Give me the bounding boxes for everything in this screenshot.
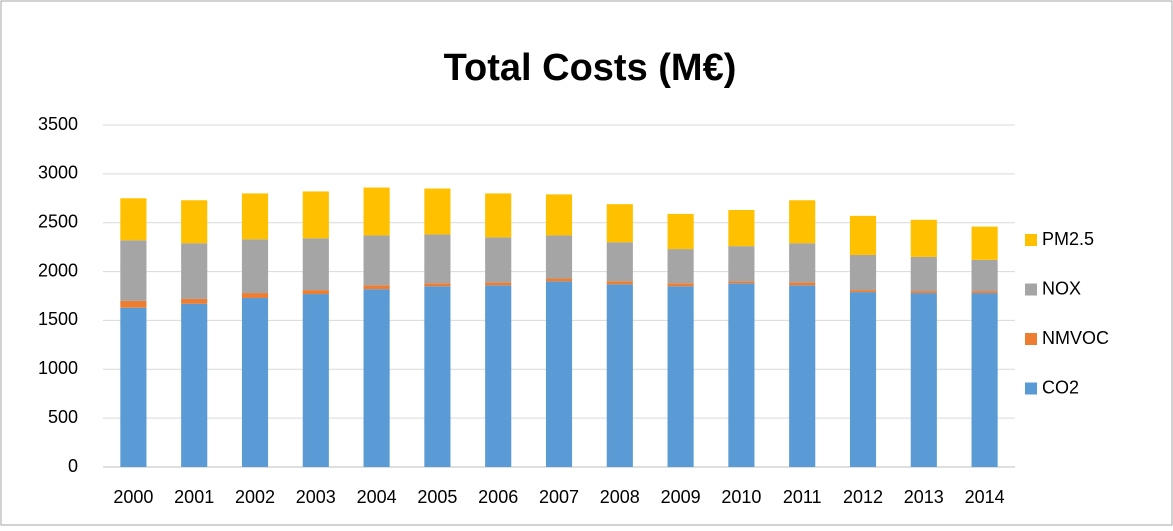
bar-segment — [910, 219, 937, 257]
x-tick-label: 2007 — [539, 487, 579, 507]
bar-segment — [485, 285, 512, 467]
bar-segment — [120, 307, 147, 467]
bar-segment — [485, 237, 512, 283]
y-tick-label: 2000 — [38, 260, 78, 280]
bar-segment — [728, 281, 755, 284]
bar-segment — [363, 187, 390, 236]
bar-segment — [971, 259, 998, 292]
y-tick-label: 3000 — [38, 163, 78, 183]
bar-segment — [789, 243, 816, 283]
y-tick-label: 2500 — [38, 211, 78, 231]
bar-segment — [849, 215, 877, 255]
legend-swatch — [1025, 382, 1037, 395]
bar-segment — [485, 193, 512, 238]
bar-segment — [424, 234, 451, 284]
bar-segment — [849, 290, 877, 293]
bar-segment — [424, 188, 451, 235]
bar-segment — [302, 290, 329, 295]
chart-title: Total Costs (M€) — [444, 47, 737, 89]
x-tick-label: 2010 — [721, 487, 761, 507]
bar-segment — [910, 256, 937, 292]
bar-segment — [849, 292, 877, 467]
bar-segment — [971, 291, 998, 294]
bar-segment — [302, 238, 329, 291]
bar-segment — [120, 198, 147, 241]
y-tick-label: 0 — [68, 456, 78, 476]
x-tick-label: 2013 — [904, 487, 944, 507]
bar-segment — [728, 210, 755, 247]
bar-segment — [120, 240, 147, 301]
bar-segment — [789, 282, 816, 286]
bar-segment — [181, 200, 208, 244]
bar-segment — [667, 286, 694, 467]
bar-segment — [181, 298, 208, 304]
y-tick-label: 1500 — [38, 309, 78, 329]
bar-segment — [363, 285, 390, 290]
bar-segment — [181, 303, 208, 467]
bar-segment — [302, 294, 329, 467]
bar-segment — [545, 194, 573, 236]
y-tick-label: 500 — [48, 407, 78, 427]
bar-segment — [728, 246, 755, 282]
bar-segment — [789, 285, 816, 467]
y-tick-label: 3500 — [38, 114, 78, 134]
bar-segment — [667, 283, 694, 287]
bar-segment — [971, 226, 998, 260]
bar-segment — [728, 283, 755, 467]
bar-segment — [849, 254, 877, 291]
bar-segment — [241, 193, 269, 240]
legend-label: PM2.5 — [1042, 229, 1094, 249]
bar-segment — [241, 297, 269, 467]
x-tick-label: 2000 — [113, 487, 153, 507]
bar-segment — [363, 289, 390, 467]
bar-segment — [789, 200, 816, 244]
x-tick-label: 2003 — [296, 487, 336, 507]
x-tick-label: 2006 — [478, 487, 518, 507]
bar-segment — [302, 191, 329, 239]
bar-segment — [667, 249, 694, 284]
bar-segment — [606, 242, 633, 282]
legend-label: NOX — [1042, 278, 1081, 298]
legend-swatch — [1025, 234, 1037, 246]
bar-segment — [910, 291, 937, 294]
x-tick-label: 2004 — [357, 487, 397, 507]
x-tick-label: 2001 — [174, 487, 214, 507]
bar-segment — [120, 300, 147, 308]
bar-segment — [424, 283, 451, 287]
legend-swatch — [1025, 333, 1037, 345]
bar-segment — [545, 281, 573, 467]
bar-segment — [545, 235, 573, 279]
bar-segment — [241, 293, 269, 298]
x-tick-label: 2011 — [783, 487, 822, 507]
bar-segment — [606, 204, 633, 243]
legend-label: CO2 — [1042, 377, 1079, 397]
bar-segment — [971, 293, 998, 467]
bar-segment — [485, 282, 512, 286]
legend-swatch — [1025, 283, 1037, 296]
x-tick-label: 2012 — [843, 487, 883, 507]
bar-segment — [606, 284, 633, 467]
bar-segment — [545, 278, 573, 282]
bar-segment — [667, 213, 694, 250]
x-tick-label: 2014 — [965, 487, 1005, 507]
y-tick-label: 1000 — [38, 358, 78, 378]
bar-segment — [363, 235, 390, 286]
x-tick-label: 2005 — [417, 487, 457, 507]
x-tick-label: 2002 — [235, 487, 275, 507]
bar-segment — [241, 239, 269, 294]
bar-segment — [424, 286, 451, 467]
x-tick-label: 2008 — [600, 487, 640, 507]
x-tick-label: 2009 — [661, 487, 701, 507]
bar-segment — [910, 293, 937, 467]
bar-segment — [181, 243, 208, 299]
legend-label: NMVOC — [1042, 328, 1109, 348]
bar-segment — [606, 281, 633, 285]
